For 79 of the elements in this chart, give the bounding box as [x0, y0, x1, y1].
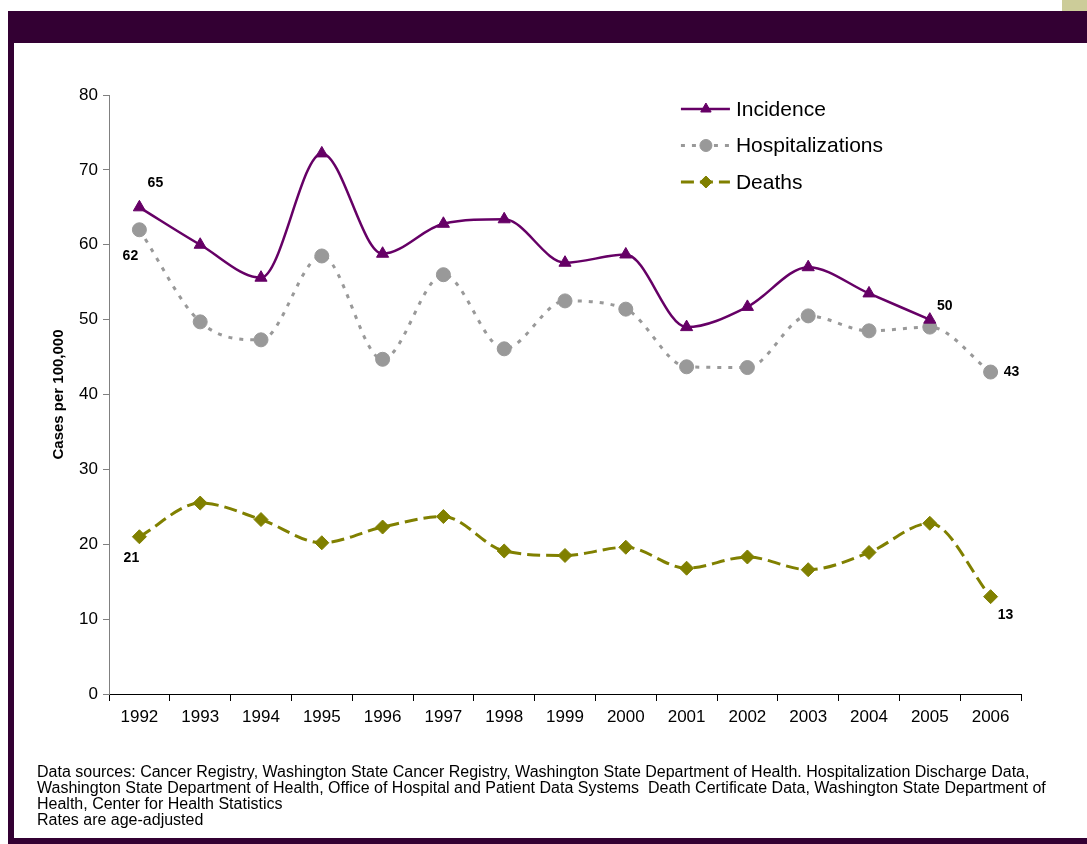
- point: [193, 237, 207, 249]
- point: [800, 562, 816, 578]
- data-label: 50: [937, 297, 953, 314]
- point: [375, 351, 391, 367]
- y-tick-label: 40: [79, 384, 98, 404]
- point: [435, 509, 451, 525]
- legend-label: Incidence: [735, 96, 826, 120]
- x-tick-label: 1996: [363, 706, 402, 726]
- y-tick-label: 50: [79, 309, 98, 329]
- point: [436, 216, 450, 228]
- point: [739, 549, 755, 565]
- x-tick-label: 1997: [424, 706, 463, 726]
- data-label: 13: [997, 605, 1014, 622]
- y-tick-label: 10: [79, 608, 98, 628]
- point: [496, 341, 512, 357]
- point: [740, 299, 754, 311]
- x-tick-label: 1992: [120, 706, 159, 726]
- point: [618, 301, 634, 317]
- point: [739, 360, 755, 376]
- point: [497, 211, 511, 224]
- point: [314, 535, 330, 551]
- x-tick-label: 1993: [181, 706, 220, 726]
- y-tick-label: 60: [79, 234, 98, 254]
- point: [618, 539, 634, 555]
- point: [983, 364, 999, 380]
- data-label: 62: [122, 246, 139, 263]
- x-tick-label: 2000: [606, 706, 645, 726]
- point: [801, 259, 815, 272]
- y-tick-label: 80: [79, 84, 98, 104]
- data-label: 43: [1003, 362, 1020, 379]
- point: [192, 495, 208, 511]
- x-tick-label: 2004: [850, 706, 888, 726]
- point: [558, 255, 572, 267]
- legend-label: Deaths: [735, 169, 803, 193]
- point: [253, 332, 269, 348]
- x-tick-label: 2005: [910, 706, 949, 726]
- text: Data sources: Cancer Registry, Washington State Cancer Registry, Washington State Department of Health. Hospitalization Discharge Data, Washington State Department of Health, Office of Hospital and Patient Data Systems Death Certificate Data, Washington State Department of Health, Center for Health Statistics: [37, 763, 1047, 812]
- x-tick-label: 1995: [302, 706, 341, 726]
- y-axis-title: Cases per 100,000: [49, 329, 67, 460]
- point: [253, 512, 269, 528]
- x-tick-label: 1994: [242, 706, 280, 726]
- point: [679, 359, 695, 375]
- y-tick-label: 30: [79, 459, 98, 479]
- point: [131, 529, 147, 545]
- point: [680, 319, 694, 332]
- y-tick-label: 70: [79, 159, 98, 179]
- point: [861, 323, 877, 339]
- point: [496, 543, 512, 559]
- point: [923, 312, 937, 324]
- point: [800, 308, 816, 324]
- point: [557, 547, 573, 563]
- x-tick-label: 1999: [546, 706, 584, 726]
- legend-label: Hospitalizations: [735, 133, 884, 157]
- point: [314, 248, 330, 264]
- point: [132, 199, 146, 212]
- point: [983, 589, 999, 605]
- text: Rates are age-adjusted: [37, 811, 205, 828]
- point: [131, 222, 147, 238]
- point: [557, 293, 573, 309]
- point: [922, 515, 938, 531]
- point: [435, 267, 451, 283]
- point: [192, 314, 208, 330]
- point: [619, 246, 633, 259]
- x-tick-label: 2001: [667, 706, 706, 726]
- x-tick-label: 2006: [971, 706, 1010, 726]
- data-label: 65: [147, 174, 164, 191]
- point: [679, 560, 695, 576]
- data-label: 21: [123, 548, 140, 565]
- y-tick-label: 0: [88, 683, 98, 703]
- point: [375, 519, 391, 535]
- point: [315, 145, 329, 158]
- point: [376, 246, 390, 258]
- point: [862, 285, 876, 298]
- x-tick-label: 2002: [728, 706, 767, 726]
- point: [861, 544, 877, 560]
- x-tick-label: 1998: [485, 706, 524, 726]
- y-tick-label: 20: [79, 533, 98, 553]
- x-tick-label: 2003: [789, 706, 828, 726]
- point: [254, 270, 268, 282]
